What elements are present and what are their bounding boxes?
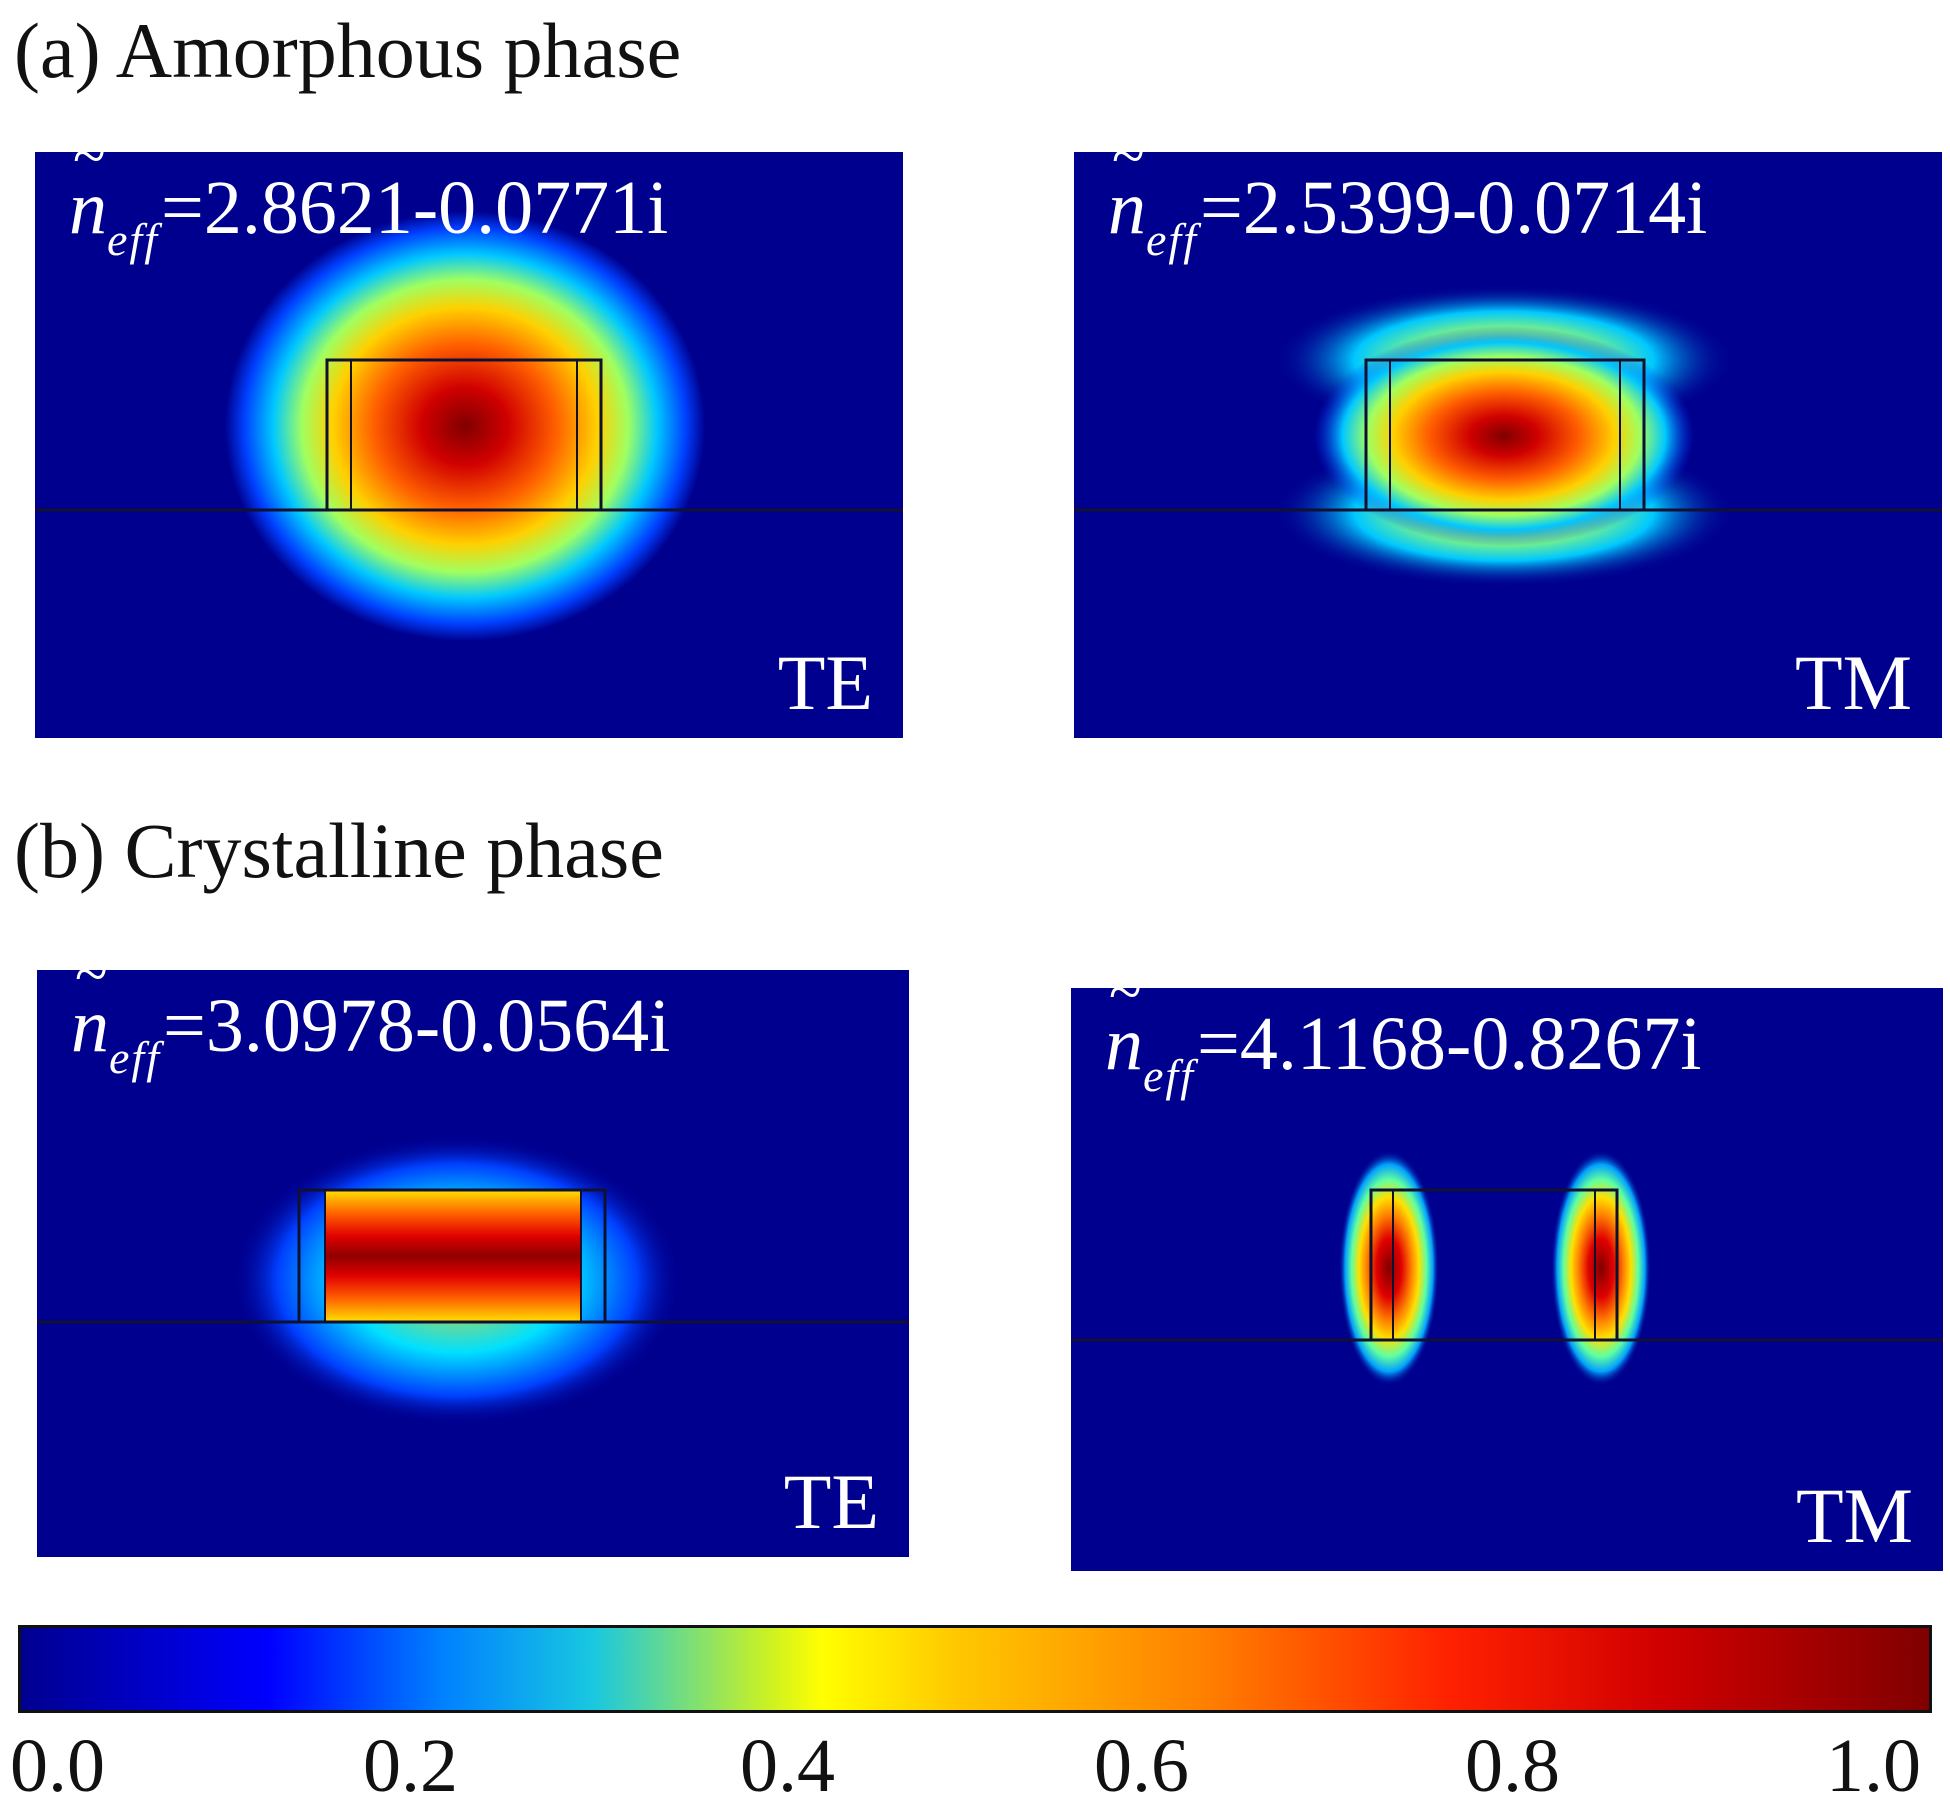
effective-index-label: neff=2.8621-0.0771i — [69, 170, 668, 263]
mode-panel-amorphous-te: neff=2.8621-0.0771i TE — [35, 152, 903, 738]
waveguide-core — [297, 1188, 607, 1324]
colorbar-tick-label: 0.4 — [740, 1724, 835, 1808]
effective-index-label: neff=3.0978-0.0564i — [71, 988, 670, 1081]
mode-label: TM — [1795, 639, 1912, 726]
field-map — [1071, 988, 1943, 1571]
field-map — [1074, 152, 1942, 738]
colorbar-tick-label: 0.8 — [1465, 1724, 1560, 1808]
field-map — [37, 970, 909, 1557]
colorbar-tick-label: 1.0 — [1826, 1724, 1921, 1808]
mode-field-core — [325, 1190, 581, 1322]
mode-panel-crystalline-te: neff=3.0978-0.0564i TE — [37, 970, 909, 1557]
mode-label: TE — [777, 639, 873, 726]
mode-label: TM — [1796, 1472, 1913, 1559]
mode-field-lobe — [225, 211, 705, 641]
mode-panel-amorphous-tm: neff=2.5399-0.0714i TM — [1074, 152, 1942, 738]
mode-field-lobe-right — [1551, 1150, 1651, 1386]
waveguide-core — [1369, 1188, 1619, 1342]
mode-label: TE — [783, 1458, 879, 1545]
colorbar-tick-label: 0.0 — [10, 1724, 105, 1808]
mode-panel-crystalline-tm: neff=4.1168-0.8267i TM — [1071, 988, 1943, 1571]
effective-index-label: neff=4.1168-0.8267i — [1105, 1006, 1701, 1099]
waveguide-core — [325, 358, 603, 512]
section-title-amorphous: (a) Amorphous phase — [14, 7, 682, 94]
colorbar-tick-label: 0.6 — [1094, 1724, 1189, 1808]
mode-field-lobe — [1314, 326, 1694, 546]
waveguide-core — [1364, 358, 1646, 512]
mode-field-lobe-left — [1339, 1150, 1439, 1386]
effective-index-label: neff=2.5399-0.0714i — [1108, 170, 1707, 263]
colorbar — [18, 1625, 1932, 1713]
field-map — [35, 152, 903, 738]
section-title-crystalline: (b) Crystalline phase — [14, 807, 664, 894]
colorbar-tick-label: 0.2 — [363, 1724, 458, 1808]
